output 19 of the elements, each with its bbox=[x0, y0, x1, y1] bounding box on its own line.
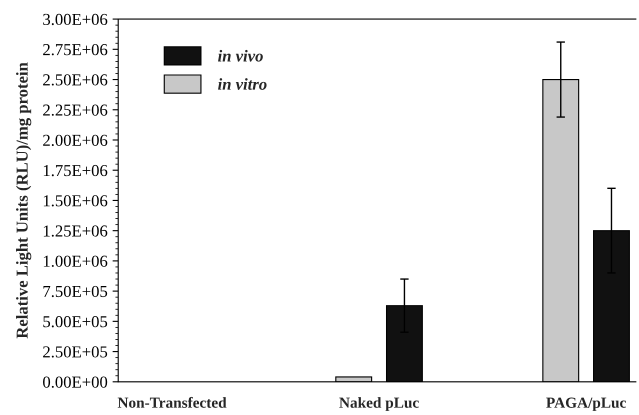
y-tick-label: 3.00E+06 bbox=[43, 14, 108, 26]
legend-label: in vitro bbox=[218, 78, 267, 90]
x-tick-label: Naked pLuc bbox=[339, 397, 419, 411]
y-tick-label: 2.50E+06 bbox=[43, 74, 108, 86]
y-axis-title: Relative Light Units (RLU)/mg protein bbox=[16, 62, 32, 338]
legend-label: in vivo bbox=[218, 50, 263, 62]
y-tick-label: 2.25E+06 bbox=[43, 104, 108, 116]
y-tick-label: 2.50E+05 bbox=[43, 346, 108, 358]
y-tick-label: 0.00E+00 bbox=[43, 376, 108, 388]
y-tick-label: 5.00E+05 bbox=[43, 316, 108, 328]
y-tick-label: 2.75E+06 bbox=[43, 44, 108, 56]
x-tick-label: PAGA/pLuc bbox=[546, 398, 626, 411]
x-tick-label: Non-Transfected bbox=[118, 396, 226, 408]
y-tick-label: 1.25E+06 bbox=[44, 225, 108, 237]
y-tick-label: 2.00E+06 bbox=[43, 134, 108, 146]
y-tick-label: 1.00E+06 bbox=[44, 256, 108, 267]
y-tick-label: 1.50E+06 bbox=[44, 195, 108, 206]
y-tick-label: 7.50E+05 bbox=[43, 286, 108, 298]
y-tick-label: 1.75E+06 bbox=[44, 164, 108, 176]
